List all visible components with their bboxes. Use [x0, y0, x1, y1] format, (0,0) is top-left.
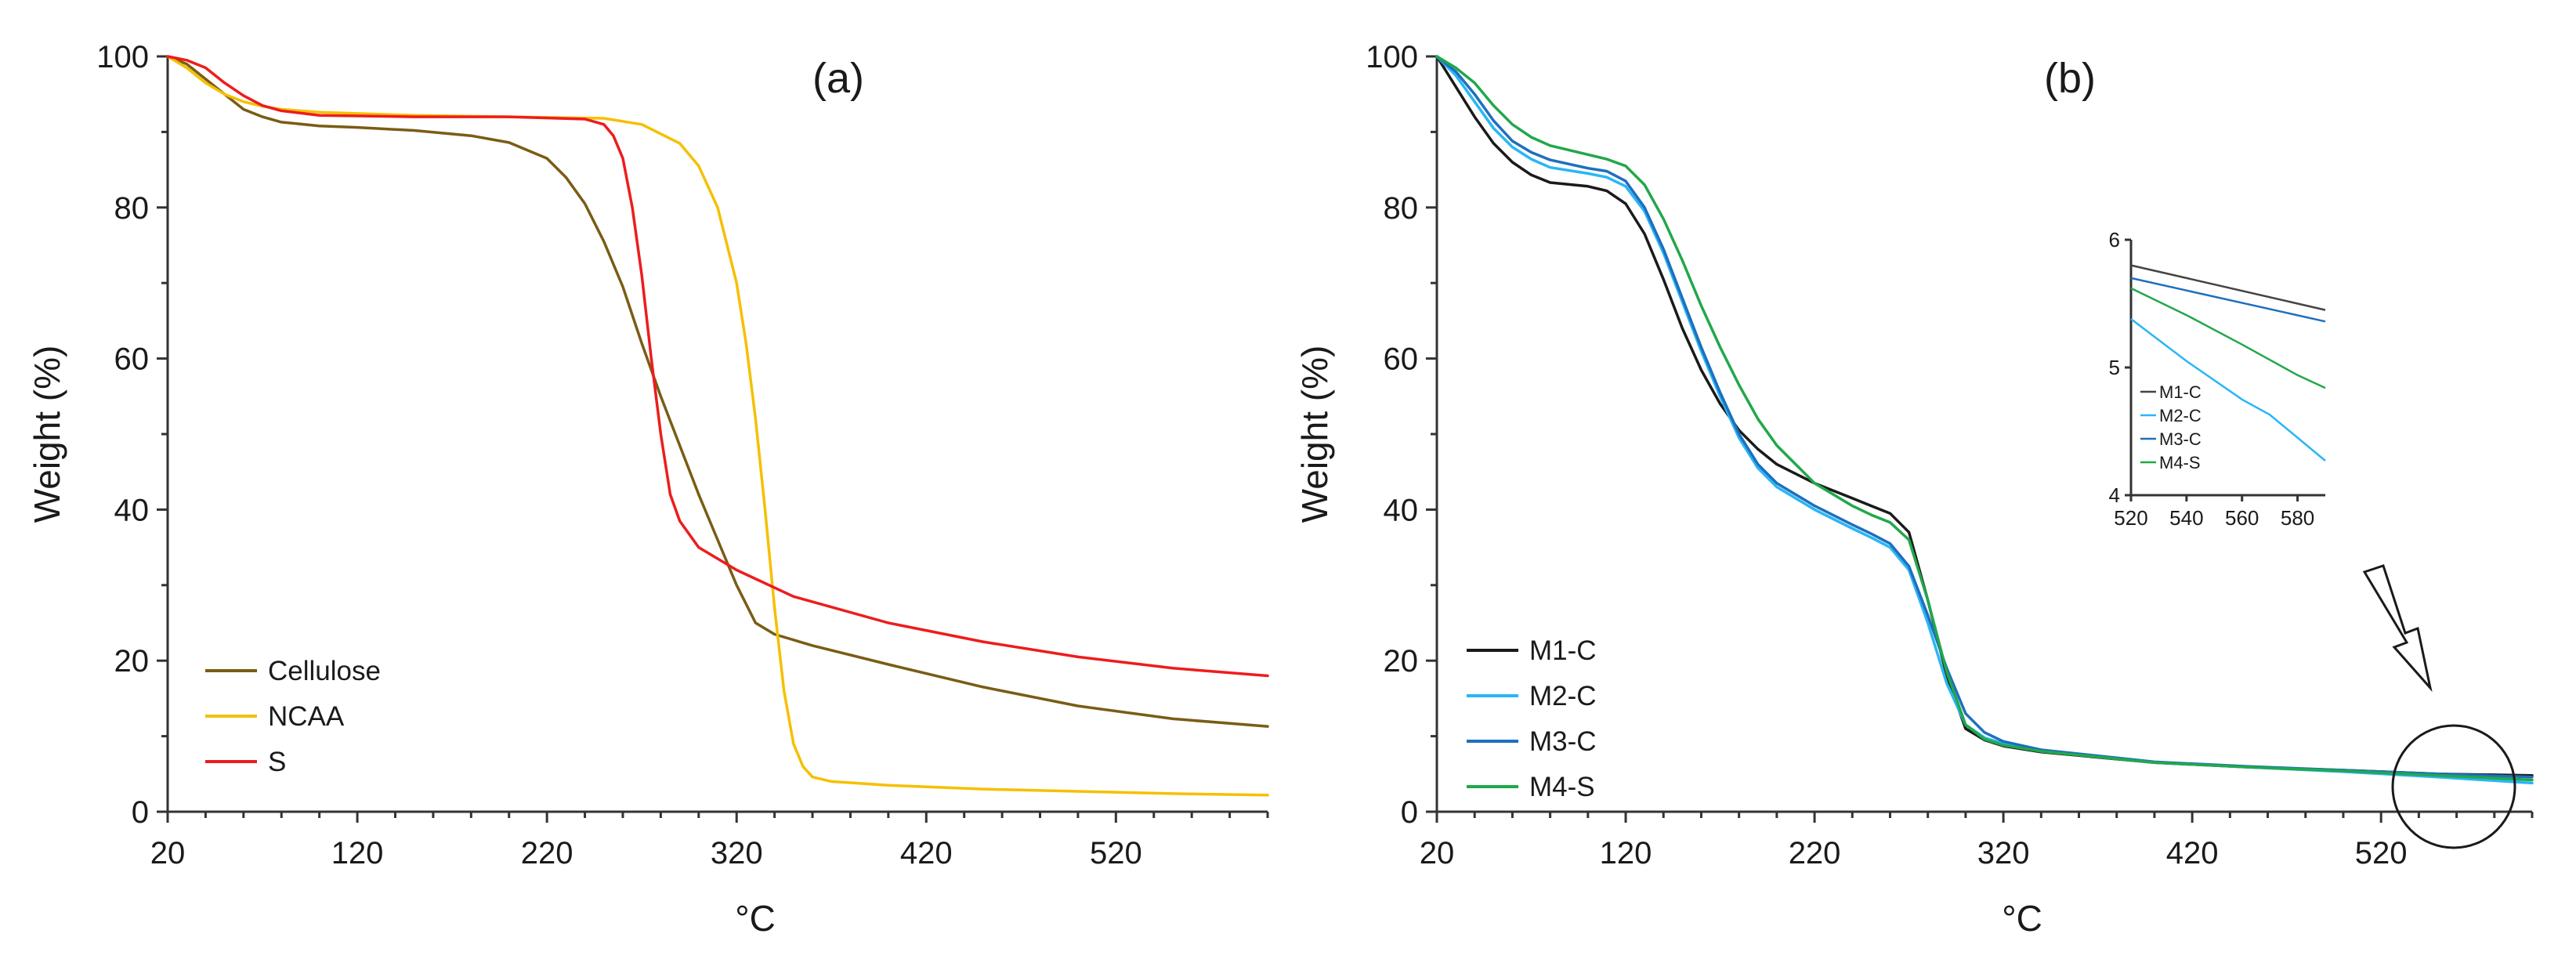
y-tick-label: 80	[1384, 191, 1419, 226]
inset-y-tick-label: 6	[2109, 228, 2120, 252]
x-axis-label: °C	[2002, 898, 2042, 939]
x-tick-label: 220	[1789, 836, 1841, 870]
y-axis-label: Weight (%)	[27, 346, 67, 523]
legend-label: M4-S	[1529, 772, 1595, 802]
inset-series-line-m2-c	[2130, 318, 2326, 461]
legend-label: NCAA	[268, 701, 345, 732]
inset-legend-label: M3-C	[2159, 429, 2202, 449]
inset-x-tick-label: 520	[2114, 506, 2147, 530]
series-line-ncaa	[166, 55, 1269, 797]
inset-x-tick-label: 560	[2225, 506, 2259, 530]
y-axis-label: Weight (%)	[1294, 346, 1335, 523]
x-tick-label: 120	[1600, 836, 1652, 870]
inset-y-tick-label: 4	[2109, 483, 2120, 507]
y-tick-label: 0	[132, 795, 149, 830]
series-line-m3-c	[1435, 55, 2534, 779]
series-line-m2-c	[1435, 55, 2534, 785]
inset-x-tick-label: 540	[2169, 506, 2203, 530]
x-tick-label: 520	[2355, 836, 2408, 870]
inset-series-line-m1-c	[2130, 264, 2326, 311]
inset-series-line-m3-c	[2130, 277, 2326, 323]
x-tick-label: 20	[150, 836, 186, 870]
legend-label: Cellulose	[268, 656, 381, 686]
series-line-m4-s	[1435, 55, 2534, 782]
y-tick-label: 0	[1401, 795, 1418, 830]
x-axis-label: °C	[735, 898, 776, 939]
y-tick-label: 100	[1366, 40, 1418, 74]
inset-legend-label: M1-C	[2159, 382, 2202, 402]
x-tick-label: 120	[331, 836, 384, 870]
y-tick-label: 80	[114, 191, 150, 226]
series-line-cellulose	[166, 55, 1269, 728]
y-tick-label: 40	[1384, 493, 1419, 527]
series-line-m1-c	[1435, 55, 2534, 777]
panel-label: (a)	[812, 55, 864, 102]
x-tick-label: 320	[1977, 836, 2030, 870]
x-tick-label: 420	[2166, 836, 2219, 870]
x-tick-label: 20	[1420, 836, 1455, 870]
legend-label: M1-C	[1529, 635, 1597, 666]
zoom-circle	[2391, 724, 2516, 849]
inset-x-tick-label: 580	[2281, 506, 2314, 530]
y-tick-label: 20	[1384, 644, 1419, 679]
y-tick-label: 60	[114, 342, 150, 377]
y-tick-label: 100	[96, 40, 149, 74]
y-tick-label: 20	[114, 644, 150, 679]
inset-legend-label: M2-C	[2159, 406, 2202, 425]
x-tick-label: 520	[1090, 836, 1142, 870]
panel-label: (b)	[2044, 55, 2096, 102]
y-tick-label: 60	[1384, 342, 1419, 377]
y-tick-label: 40	[114, 493, 150, 527]
zoom-arrow-icon	[2362, 564, 2433, 693]
x-tick-label: 220	[521, 836, 573, 870]
inset-chart: 4 5 6 520 540 560 580 M1-C M2-C M3-C M4-S	[2109, 228, 2326, 530]
x-tick-label: 320	[711, 836, 763, 870]
inset-y-tick-label: 5	[2109, 356, 2120, 379]
legend-label: M3-C	[1529, 726, 1597, 757]
inset-legend-label: M4-S	[2159, 453, 2201, 472]
legend-label: S	[268, 747, 286, 777]
inset-series-line-m4-s	[2130, 287, 2326, 389]
x-tick-label: 420	[900, 836, 953, 870]
legend-label: M2-C	[1529, 681, 1597, 711]
series-line-s	[166, 55, 1269, 678]
